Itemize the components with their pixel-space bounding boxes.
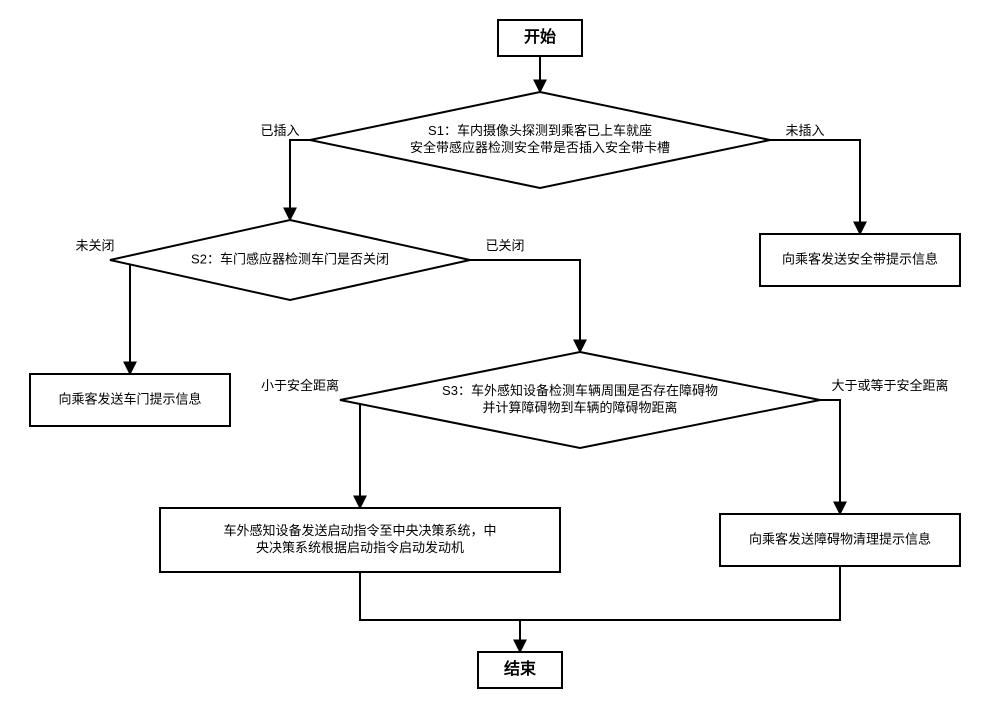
e-s2-s3 [470,260,580,352]
node-door: 向乘客发送车门提示信息 [30,374,230,426]
node-s3: S3：车外感知设备检测车辆周围是否存在障碍物并计算障碍物到车辆的障碍物距离 [340,352,820,448]
e-s3-obstacle [820,400,840,514]
node-text: 开始 [524,27,556,46]
node-text: S3：车外感知设备检测车辆周围是否存在障碍物 [442,383,718,398]
e-s1-seatbelt [770,140,860,234]
node-text: 向乘客发送车门提示信息 [58,391,201,406]
e-s1-seatbelt-label: 未插入 [785,123,824,138]
node-obstacle: 向乘客发送障碍物清理提示信息 [720,514,960,566]
e-s2-s3-label: 已关闭 [485,238,524,253]
node-text: 并计算障碍物到车辆的障碍物距离 [482,400,677,415]
node-text: 车外感知设备发送启动指令至中央决策系统，中 [223,523,496,538]
node-text: 向乘客发送安全带提示信息 [782,251,938,266]
node-s1: S1：车内摄像头探测到乘客已上车就座安全带感应器检测安全带是否插入安全带卡槽 [310,92,770,188]
e-s2-door-label: 未关闭 [75,238,114,253]
e-s3-launch [340,400,360,508]
e-obstacle-end [520,566,840,620]
e-s3-obstacle-label: 大于或等于安全距离 [831,378,948,393]
node-start: 开始 [498,20,582,56]
node-text: 安全带感应器检测安全带是否插入安全带卡槽 [410,140,670,155]
node-text: 央决策系统根据启动指令启动发动机 [256,540,464,555]
node-s2: S2：车门感应器检测车门是否关闭 [110,220,470,300]
node-end: 结束 [478,652,562,688]
e-s1-s2-label: 已插入 [260,123,299,138]
node-text: S1：车内摄像头探测到乘客已上车就座 [428,123,652,138]
e-launch-end [360,572,520,652]
node-launch: 车外感知设备发送启动指令至中央决策系统，中央决策系统根据启动指令启动发动机 [160,508,560,572]
node-text: S2：车门感应器检测车门是否关闭 [191,251,389,266]
flowchart-canvas: 开始 S1：车内摄像头探测到乘客已上车就座安全带感应器检测安全带是否插入安全带卡槽… [0,0,1000,706]
e-s1-s2 [290,140,310,220]
e-s2-door [110,260,130,374]
node-text: 向乘客发送障碍物清理提示信息 [749,531,931,546]
node-seatbelt: 向乘客发送安全带提示信息 [760,234,960,286]
node-text: 结束 [503,659,537,678]
e-s3-launch-label: 小于安全距离 [261,378,339,393]
